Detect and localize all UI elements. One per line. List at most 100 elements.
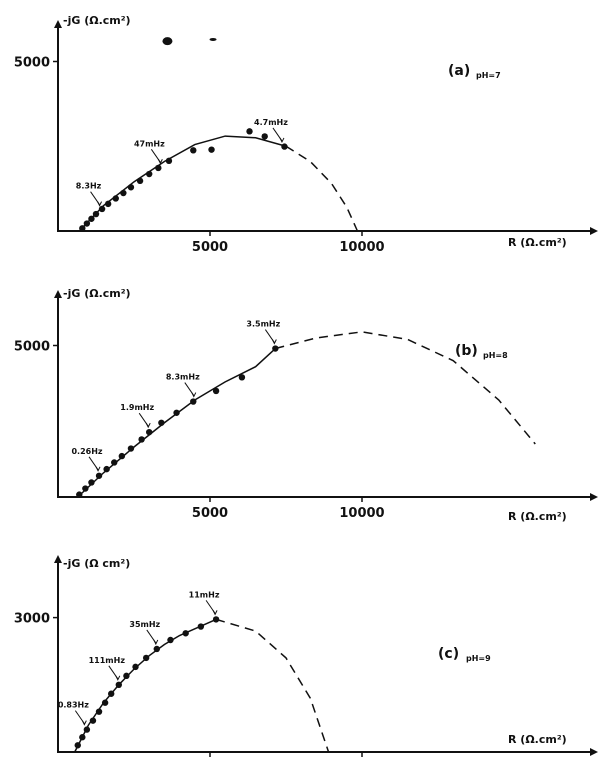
data-point	[120, 189, 127, 197]
y-axis-arrow-icon	[54, 20, 62, 28]
data-point	[136, 177, 144, 185]
annotation-arrowhead-icon	[115, 675, 121, 681]
stray-mark	[209, 37, 217, 41]
frequency-annotation: 11mHz	[189, 590, 220, 599]
data-point	[190, 398, 197, 405]
y-axis-label: -jG (Ω.cm²)	[63, 287, 131, 300]
frequency-annotation: 35mHz	[129, 620, 160, 629]
panel-condition: pH=8	[483, 351, 508, 360]
y-axis-arrow-icon	[54, 290, 62, 298]
x-tick-label: 5000	[192, 240, 228, 255]
annotation-arrowhead-icon	[153, 639, 159, 646]
data-point	[212, 616, 220, 623]
panel-a: 5000 10000 5000 -jG (Ω.cm²) R (Ω.cm²) (a) pH=7…	[14, 14, 598, 255]
data-point	[92, 210, 100, 218]
data-point	[182, 630, 189, 637]
annotation-arrowhead-icon	[145, 422, 151, 429]
data-point	[173, 409, 180, 416]
x-axis-label: R (Ω.cm²)	[508, 510, 567, 523]
annotation-arrowhead-icon	[191, 392, 197, 398]
x-axis-arrow-icon	[590, 493, 598, 501]
x-axis-label: R (Ω.cm²)	[508, 236, 567, 249]
frequency-annotation: 0.83Hz	[58, 701, 89, 710]
data-point	[132, 663, 139, 671]
panel-label: (a)	[448, 63, 470, 79]
frequency-annotation: 111mHz	[89, 656, 126, 665]
frequency-annotation: 0.26Hz	[71, 447, 102, 456]
data-point	[238, 374, 246, 381]
data-point	[142, 654, 150, 662]
data-point	[111, 459, 118, 466]
panel-condition: pH=9	[466, 654, 491, 663]
data-point	[212, 387, 220, 395]
data-point	[127, 445, 135, 452]
data-point	[74, 742, 81, 749]
data-point	[76, 491, 83, 498]
data-point	[79, 734, 86, 741]
data-point	[88, 479, 95, 486]
data-point	[208, 146, 215, 153]
data-point	[83, 726, 91, 733]
frequency-annotation: 8.3Hz	[76, 182, 102, 191]
data-point	[115, 681, 123, 688]
frequency-annotation: 47mHz	[134, 139, 165, 148]
data-point	[167, 636, 174, 644]
fit-dashed-line	[215, 618, 330, 753]
y-axis-label: -jG (Ω.cm²)	[63, 14, 131, 27]
axis-lines	[57, 296, 592, 498]
panel-c: 5000100003000-jG (Ω cm²)R (Ω.cm²)(c)pH=9…	[14, 555, 598, 762]
fit-dashed-line	[285, 145, 359, 232]
data-point	[261, 133, 268, 140]
x-tick-label: 10000	[339, 240, 384, 255]
data-point	[89, 717, 97, 724]
data-point	[272, 345, 279, 352]
fit-dashed-line	[275, 331, 536, 445]
data-point	[153, 645, 160, 653]
stray-mark	[162, 37, 173, 46]
data-point	[98, 205, 106, 213]
axis-lines	[57, 561, 592, 753]
annotation-arrowhead-icon	[157, 159, 163, 165]
annotation-arrowhead-icon	[279, 137, 285, 144]
data-point	[246, 128, 253, 135]
data-point	[88, 215, 95, 222]
data-point	[83, 220, 91, 227]
frequency-annotation: 8.3mHz	[166, 373, 200, 382]
x-axis-arrow-icon	[590, 227, 598, 235]
y-tick-label: 3000	[14, 612, 50, 627]
data-point	[197, 623, 205, 630]
data-point	[190, 147, 197, 154]
data-point	[108, 690, 115, 697]
annotation-arrowhead-icon	[95, 466, 101, 472]
data-point	[146, 428, 153, 436]
panel-b: 5000 10000 5000 -jG (Ω.cm²) R (Ω.cm²) (b) pH=8…	[14, 287, 598, 523]
data-point	[79, 225, 86, 232]
panel-condition: pH=7	[476, 71, 501, 80]
frequency-annotation: 3.5mHz	[246, 320, 280, 329]
panel-label: (c)	[438, 646, 459, 662]
data-point	[103, 465, 110, 473]
y-tick-label: 5000	[14, 56, 50, 71]
annotation-arrowhead-icon	[81, 720, 87, 726]
data-point	[281, 143, 288, 150]
data-point	[146, 170, 153, 178]
data-point	[95, 708, 103, 715]
fit-solid-line	[74, 618, 217, 753]
data-point	[95, 472, 103, 479]
data-point	[104, 200, 112, 208]
data-point	[127, 184, 135, 191]
panel-label: (b)	[455, 343, 478, 359]
y-axis-arrow-icon	[54, 555, 62, 563]
data-point	[165, 157, 173, 165]
data-point	[82, 485, 89, 492]
fit-solid-line	[77, 347, 276, 498]
annotation-arrowhead-icon	[271, 339, 277, 345]
data-point	[138, 436, 145, 443]
frequency-annotation: 1.9mHz	[120, 403, 154, 412]
annotation-arrowhead-icon	[212, 610, 218, 616]
data-point	[155, 164, 162, 172]
fit-solid-line	[78, 135, 287, 232]
x-tick-label: 5000	[192, 506, 228, 521]
annotation-arrowhead-icon	[97, 201, 103, 207]
